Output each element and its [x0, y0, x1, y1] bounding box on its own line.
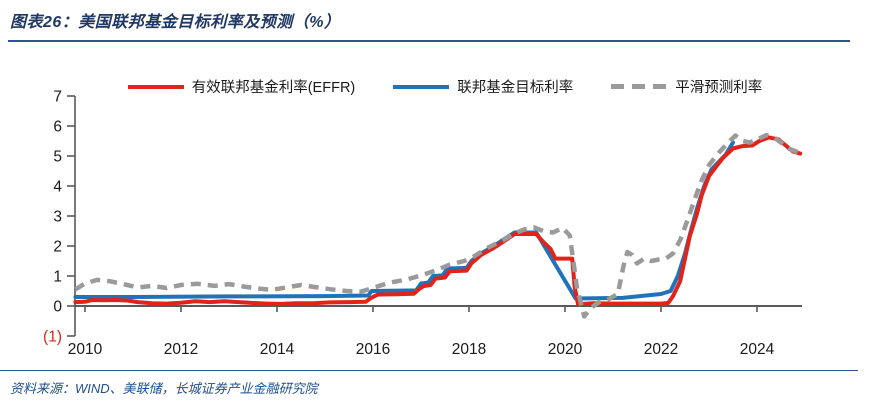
y-tick-label: 4	[53, 179, 62, 196]
legend-item-effr: 有效联邦基金利率(EFFR)	[127, 76, 356, 97]
legend-label: 平滑预测利率	[675, 80, 763, 96]
y-tick-label: 3	[53, 209, 62, 226]
y-tick-label: 7	[53, 90, 62, 106]
series-forecast-line	[74, 132, 801, 319]
series-effr-line	[73, 135, 803, 307]
x-tick-label: 2020	[548, 341, 583, 358]
legend-item-forecast: 平滑预测利率	[611, 76, 762, 97]
x-tick-label: 2010	[68, 341, 103, 358]
x-tick-label: 2016	[356, 341, 390, 358]
series-target-line	[73, 140, 735, 301]
figure-title: 图表26：美国联邦基金目标利率及预测（%）	[10, 14, 341, 31]
forecast-dashed-swatch-icon	[611, 84, 668, 89]
x-tick-label: 2012	[164, 341, 198, 358]
title-underline	[8, 40, 850, 42]
y-tick-label: 1	[53, 269, 62, 286]
x-tick-label: 2018	[452, 341, 486, 358]
legend-label: 联邦基金目标利率	[457, 80, 574, 96]
source-note: 资料来源：WIND、美联储，长城证券产业金融研究院	[10, 381, 318, 396]
y-tick-label: 5	[53, 149, 62, 166]
legend-item-target: 联邦基金目标利率	[393, 76, 573, 97]
y-tick-label: 6	[53, 119, 62, 136]
y-tick-label: 2	[53, 239, 62, 256]
legend-label: 有效联邦基金利率(EFFR)	[191, 80, 356, 96]
target-line-swatch-icon	[393, 84, 450, 89]
y-tick-label: 0	[53, 299, 62, 316]
chart-legend: 有效联邦基金利率(EFFR) 联邦基金目标利率 平滑预测利率	[75, 76, 815, 97]
effr-line-swatch-icon	[127, 84, 184, 89]
x-tick-label: 2014	[260, 341, 295, 358]
line-chart: 7 6 5 4 3 2 1 0 (1) 2010 2012 2014 2016 2018 2020 2022 2…	[43, 90, 803, 358]
x-tick-label: 2022	[644, 341, 678, 358]
source-divider	[0, 370, 858, 371]
x-tick-label: 2024	[740, 341, 775, 358]
y-tick-label: (1)	[43, 329, 62, 346]
